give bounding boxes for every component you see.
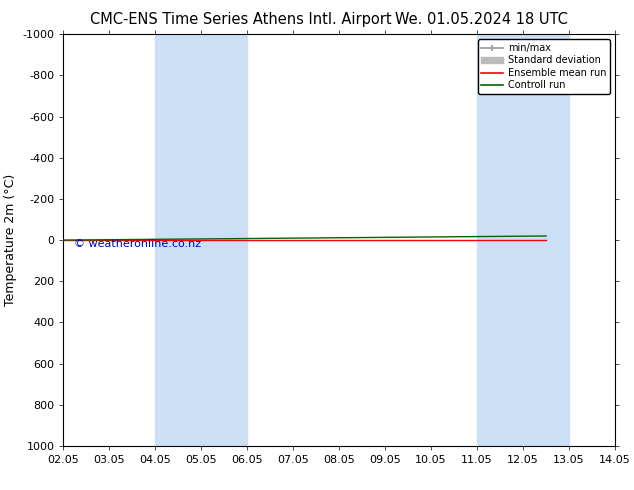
Text: © weatheronline.co.nz: © weatheronline.co.nz: [74, 239, 202, 249]
Bar: [477, 34, 569, 446]
Bar: [155, 34, 247, 446]
Legend: min/max, Standard deviation, Ensemble mean run, Controll run: min/max, Standard deviation, Ensemble me…: [477, 39, 610, 94]
Text: CMC-ENS Time Series Athens Intl. Airport: CMC-ENS Time Series Athens Intl. Airport: [90, 12, 392, 27]
Y-axis label: Temperature 2m (°C): Temperature 2m (°C): [4, 174, 17, 306]
Text: We. 01.05.2024 18 UTC: We. 01.05.2024 18 UTC: [396, 12, 568, 27]
